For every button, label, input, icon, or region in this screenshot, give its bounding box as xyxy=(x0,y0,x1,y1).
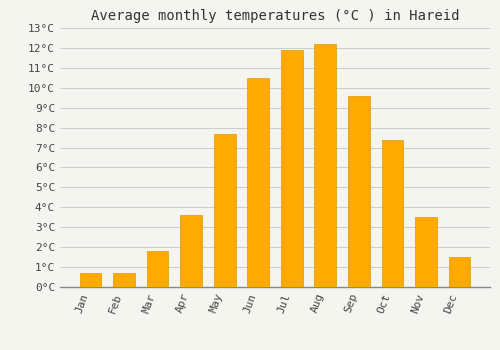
Bar xyxy=(146,251,169,287)
Bar xyxy=(281,50,302,287)
Bar xyxy=(113,273,135,287)
Bar xyxy=(80,273,102,287)
Bar xyxy=(448,257,470,287)
Bar xyxy=(348,96,370,287)
Bar xyxy=(248,78,269,287)
Bar xyxy=(415,217,437,287)
Title: Average monthly temperatures (°C ) in Hareid: Average monthly temperatures (°C ) in Ha… xyxy=(91,9,459,23)
Bar xyxy=(180,215,202,287)
Bar xyxy=(382,140,404,287)
Bar xyxy=(214,134,236,287)
Bar xyxy=(314,44,336,287)
